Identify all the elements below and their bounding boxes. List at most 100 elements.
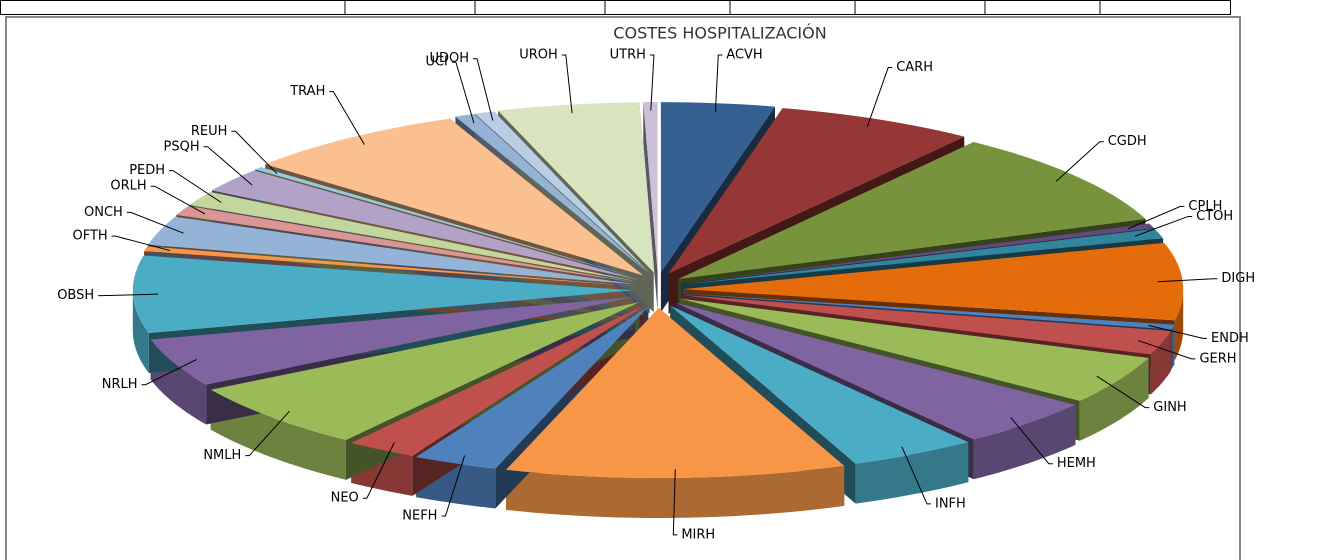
slice-side <box>973 404 1076 480</box>
slice-side <box>506 465 845 518</box>
slice <box>682 228 1164 285</box>
leader-line <box>1134 215 1193 237</box>
leader-line <box>714 54 723 112</box>
slice-label: CPLH <box>1188 199 1222 214</box>
slice <box>132 255 633 333</box>
slice-label: TRAH <box>289 84 325 99</box>
slice-label: NRLH <box>102 377 138 392</box>
slice-label: NEO <box>331 491 359 506</box>
slice-label: CARH <box>896 60 933 75</box>
slice <box>682 295 1171 355</box>
leader-line <box>649 54 655 111</box>
slice <box>681 223 1155 284</box>
slice-label: UTRH <box>610 48 646 63</box>
slice <box>176 205 636 283</box>
slice <box>506 307 845 478</box>
leader-line <box>231 130 278 175</box>
leader-line <box>150 185 206 215</box>
leader-line <box>126 211 184 234</box>
leader-line <box>98 293 158 297</box>
leader-line <box>441 455 466 517</box>
leader-line <box>1137 339 1196 360</box>
slice-side <box>1171 324 1175 370</box>
slice <box>455 113 649 274</box>
leader-line <box>1055 141 1104 182</box>
slice <box>210 302 640 440</box>
slice <box>670 305 969 464</box>
leader-line <box>451 61 475 124</box>
slice <box>682 293 1175 330</box>
slice-label: CTOH <box>1196 209 1233 224</box>
slice <box>683 242 1184 321</box>
leader-line <box>672 469 678 536</box>
slice <box>255 167 639 279</box>
leader-line <box>111 235 171 252</box>
slice-label: CGDH <box>1108 134 1147 149</box>
slice-label: PEDH <box>129 163 165 178</box>
leader-line <box>245 410 290 457</box>
slice <box>643 102 658 273</box>
slice <box>660 102 775 273</box>
slice <box>189 192 636 282</box>
slice <box>675 302 1076 440</box>
slice-side <box>855 442 969 504</box>
chart-title: COSTES HOSPITALIZACIÓN <box>613 24 826 43</box>
leader-line <box>1128 205 1185 230</box>
slice-label: ACVH <box>726 48 762 63</box>
slice-label: NEFH <box>402 508 437 523</box>
leader-line <box>901 446 931 505</box>
slice <box>668 108 965 274</box>
slice-tops <box>132 102 1184 478</box>
slice-wall <box>643 102 658 313</box>
leader-line <box>473 58 494 121</box>
slice-label: OBSH <box>57 288 94 303</box>
leader-line <box>866 66 893 128</box>
slice-side <box>1079 358 1149 441</box>
slice <box>211 170 638 280</box>
slice-label: PSQH <box>164 139 200 154</box>
slice-label: GERH <box>1199 351 1236 366</box>
leader-line <box>561 54 573 114</box>
slice-label: INFH <box>935 496 966 511</box>
slice-label: NMLH <box>203 448 241 463</box>
leader-line <box>1096 375 1150 409</box>
leader-line <box>1157 278 1218 283</box>
slice <box>475 111 650 274</box>
slice-label: UROH <box>519 48 558 63</box>
slice-label: ORLH <box>110 179 146 194</box>
slice-label: GINH <box>1153 400 1186 415</box>
slice-side <box>1150 330 1171 395</box>
slice-side <box>1174 289 1184 361</box>
table-dividers <box>344 0 1101 15</box>
chart-border <box>5 16 1241 560</box>
slice-label: ONCH <box>84 205 123 220</box>
leader-line <box>1148 324 1208 339</box>
leader-line <box>1010 416 1053 465</box>
slice-label: OFTH <box>72 229 107 244</box>
leader-line <box>141 358 197 386</box>
slice <box>150 296 635 385</box>
slice <box>498 102 654 273</box>
slice <box>265 118 644 276</box>
slice-label: DIGH <box>1221 271 1255 286</box>
slice-label: UDOH <box>429 51 469 66</box>
slice-label: REUH <box>191 124 228 139</box>
leader-line <box>362 442 395 499</box>
leader-line <box>169 170 222 203</box>
leader-line <box>329 91 365 145</box>
slice-label: UCI <box>425 55 447 70</box>
slice <box>415 306 649 469</box>
table-row <box>0 0 1231 15</box>
slice <box>144 246 634 287</box>
slice <box>147 216 635 285</box>
slice <box>351 305 645 456</box>
slice-label: MIRH <box>681 527 715 542</box>
slice-side <box>132 290 149 373</box>
slice <box>680 298 1149 401</box>
slice-label: HEMH <box>1057 456 1096 471</box>
slice-label: ENDH <box>1211 331 1249 346</box>
leader-line <box>203 146 253 186</box>
slice <box>678 142 1146 280</box>
